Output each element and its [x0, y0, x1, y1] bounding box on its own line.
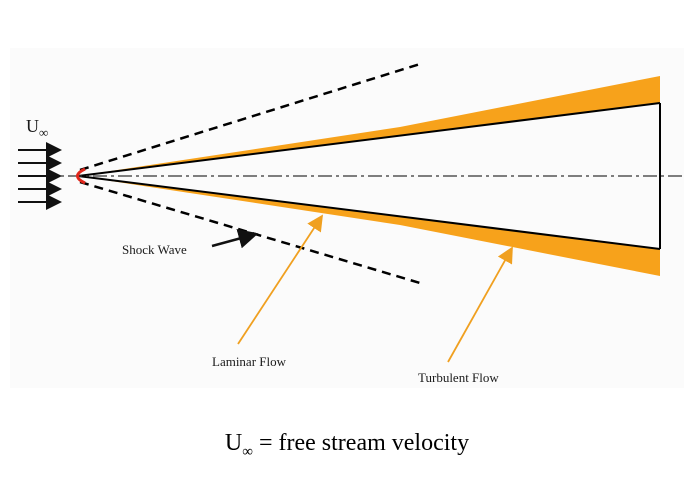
- lower-laminar-layer: [78, 176, 400, 222]
- caption: U∞ = free stream velocity: [0, 430, 694, 461]
- nose-tip: [76, 167, 86, 185]
- upper-laminar-layer: [78, 130, 400, 176]
- caption-text: = free stream velocity: [252, 430, 470, 456]
- freestream-arrows: [18, 142, 62, 210]
- turbulent-flow-pointer: [447, 246, 513, 363]
- caption-symbol: U: [224, 430, 243, 456]
- laminar-flow-pointer: [237, 214, 323, 345]
- cone-upper-surface: [77, 102, 661, 177]
- shock-wave-pointer: [211, 228, 259, 249]
- turbulent-flow-label: Turbulent Flow: [418, 370, 499, 385]
- laminar-flow-label: Laminar Flow: [212, 354, 287, 369]
- cone-lower-surface: [77, 175, 661, 250]
- freestream-label: U∞: [26, 116, 48, 140]
- caption-subscript: ∞: [242, 443, 253, 460]
- shock-wave-label: Shock Wave: [122, 242, 187, 257]
